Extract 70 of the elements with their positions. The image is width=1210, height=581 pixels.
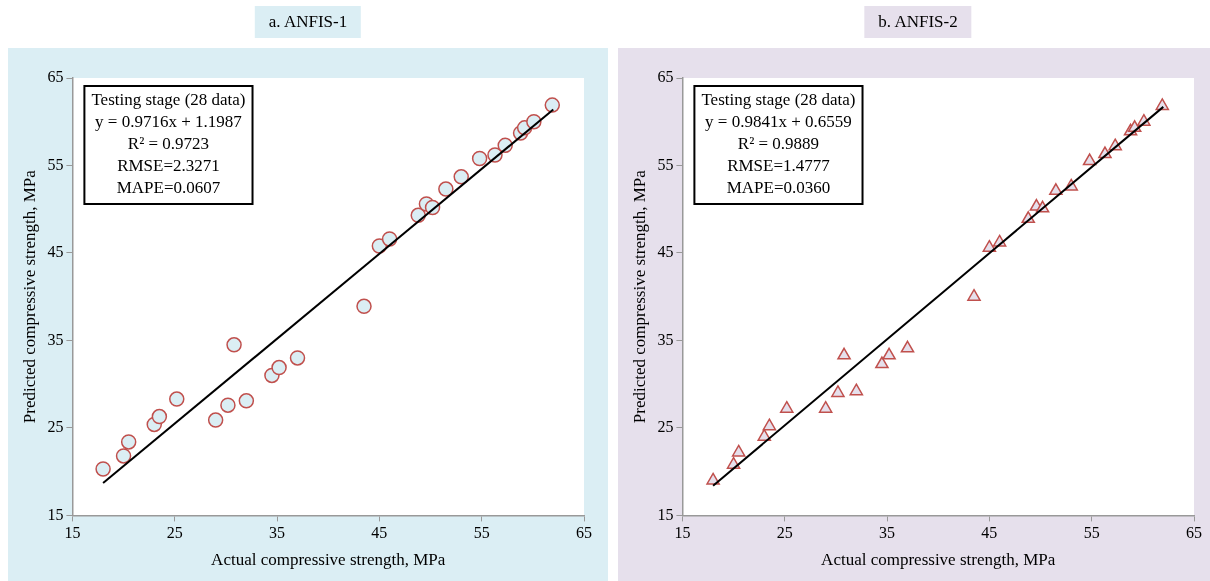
point xyxy=(289,350,306,366)
y-tick-label: 15 xyxy=(657,505,674,523)
chart-title: b. ANFIS-2 xyxy=(864,6,972,38)
y-axis-title: Predicted compressive strength, MPa xyxy=(19,169,39,424)
x-tick-label: 45 xyxy=(981,524,998,542)
point xyxy=(226,337,242,353)
point xyxy=(453,169,469,185)
point xyxy=(875,356,889,369)
point xyxy=(831,385,845,398)
point xyxy=(731,444,746,457)
y-tick-label: 55 xyxy=(47,155,64,173)
point xyxy=(849,383,864,396)
point xyxy=(238,393,255,409)
point xyxy=(220,397,236,413)
x-tick-label: 65 xyxy=(576,524,592,542)
y-tick-label: 25 xyxy=(657,418,674,436)
annotation: Testing stage (28 data) xyxy=(91,90,246,110)
annotation: y = 0.9841x + 0.6559 xyxy=(705,112,852,132)
annotation: R² = 0.9723 xyxy=(127,134,210,154)
point xyxy=(900,340,915,353)
point xyxy=(757,428,772,441)
point xyxy=(471,150,488,167)
y-tick-label: 65 xyxy=(47,68,64,86)
x-tick-label: 15 xyxy=(674,524,691,542)
x-tick-label: 25 xyxy=(166,524,183,542)
y-tick-label: 55 xyxy=(657,155,674,173)
point xyxy=(115,448,132,464)
annotation: RMSE=2.3271 xyxy=(117,156,220,176)
x-tick-label: 45 xyxy=(371,524,388,542)
y-tick-label: 35 xyxy=(47,330,64,348)
x-tick-label: 15 xyxy=(64,524,81,542)
point xyxy=(779,400,794,413)
annotation: y = 0.9716x + 1.1987 xyxy=(95,112,243,132)
point xyxy=(207,412,224,428)
point xyxy=(818,400,833,413)
x-tick-label: 25 xyxy=(776,524,793,542)
point xyxy=(967,288,981,301)
point xyxy=(544,97,561,113)
annotation: Testing stage (28 data) xyxy=(701,90,856,110)
x-tick-label: 55 xyxy=(473,524,490,542)
point xyxy=(1082,153,1097,166)
point xyxy=(151,408,168,425)
point xyxy=(271,359,287,376)
chart-title: a. ANFIS-1 xyxy=(254,6,362,38)
point xyxy=(356,298,372,315)
point xyxy=(169,391,185,407)
y-tick-label: 25 xyxy=(47,418,64,436)
x-tick-label: 65 xyxy=(1186,524,1202,542)
y-tick-label: 35 xyxy=(657,330,674,348)
y-tick-label: 45 xyxy=(47,243,64,261)
x-axis-title: Actual compressive strength, MPa xyxy=(821,550,1056,570)
x-axis-title: Actual compressive strength, MPa xyxy=(211,550,446,570)
annotation: MAPE=0.0607 xyxy=(116,178,221,198)
x-tick-label: 55 xyxy=(1083,524,1100,542)
point xyxy=(95,461,111,477)
point xyxy=(438,181,454,197)
annotation: R² = 0.9889 xyxy=(737,134,820,154)
y-axis-title: Predicted compressive strength, MPa xyxy=(629,169,649,424)
y-tick-label: 45 xyxy=(657,243,674,261)
point xyxy=(837,347,851,360)
annotation: RMSE=1.4777 xyxy=(727,156,831,176)
x-tick-label: 35 xyxy=(879,524,896,542)
annotation: MAPE=0.0360 xyxy=(726,178,831,198)
point xyxy=(1049,183,1063,196)
point xyxy=(882,347,896,360)
x-tick-label: 35 xyxy=(269,524,286,542)
point xyxy=(120,434,137,450)
y-tick-label: 15 xyxy=(47,505,64,523)
point xyxy=(762,418,777,431)
y-tick-label: 65 xyxy=(657,68,674,86)
